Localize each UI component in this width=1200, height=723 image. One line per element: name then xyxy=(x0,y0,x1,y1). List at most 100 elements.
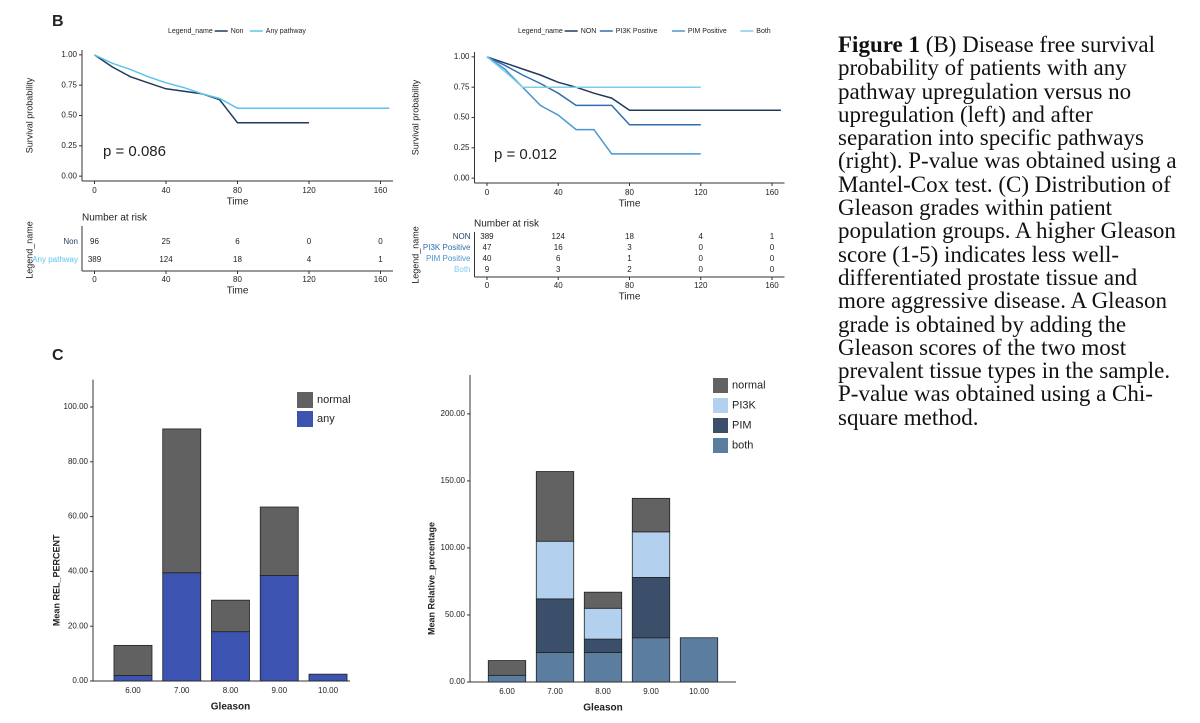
p-value: p = 0.086 xyxy=(103,143,166,160)
bar-segment xyxy=(259,506,299,576)
y-axis-label: Mean Relative_percentage xyxy=(426,522,436,635)
legend-swatch xyxy=(713,398,728,413)
legend-label: PIM xyxy=(732,419,752,431)
x-tick-label: 40 xyxy=(162,275,171,284)
x-tick-label: 160 xyxy=(765,281,779,290)
x-tick-label: 40 xyxy=(554,281,563,290)
x-tick-label: 120 xyxy=(302,186,316,195)
bar-segment xyxy=(259,575,299,682)
risk-value: 0 xyxy=(770,265,775,274)
bar-segment xyxy=(583,591,623,609)
y-axis-label: Mean REL_PERCENT xyxy=(51,534,61,626)
survival-curve xyxy=(94,54,309,124)
risk-row-label: Non xyxy=(63,237,78,246)
bar-segment xyxy=(162,572,202,682)
x-tick-label: 10.00 xyxy=(689,687,710,696)
x-axis-label: Time xyxy=(227,286,249,297)
legend-label: any xyxy=(317,413,335,425)
bar-segment xyxy=(535,540,575,600)
y-tick-label: 40.00 xyxy=(68,567,89,576)
panel-label: B xyxy=(52,13,64,30)
y-tick-label: 0.00 xyxy=(454,173,470,182)
legend-label: PI3K Positive xyxy=(616,28,658,35)
risk-row-label: PI3K Positive xyxy=(423,243,471,252)
y-axis-label: Legend_name xyxy=(24,221,34,279)
legend-label: PIM Positive xyxy=(688,28,727,35)
survival-curve xyxy=(94,54,390,109)
legend-label: NON xyxy=(581,28,597,35)
x-tick-label: 80 xyxy=(625,188,634,197)
x-tick-label: 120 xyxy=(694,188,708,197)
bar-segment xyxy=(631,497,671,533)
risk-value: 18 xyxy=(625,232,634,241)
y-tick-label: 0.75 xyxy=(454,82,470,91)
legend-swatch xyxy=(713,378,728,393)
x-tick-label: 6.00 xyxy=(499,687,515,696)
risk-table-title: Number at risk xyxy=(474,219,540,230)
legend-swatch xyxy=(297,411,313,427)
bar-segment xyxy=(308,673,348,682)
risk-value: 0 xyxy=(699,265,704,274)
risk-value: 1 xyxy=(627,254,632,263)
risk-value: 3 xyxy=(556,265,561,274)
x-tick-label: 40 xyxy=(554,188,563,197)
risk-value: 124 xyxy=(159,255,173,264)
bar-segment xyxy=(679,637,719,683)
risk-value: 0 xyxy=(699,254,704,263)
risk-value: 0 xyxy=(770,243,775,252)
risk-value: 25 xyxy=(162,237,171,246)
y-axis-label: Survival probability xyxy=(24,77,34,153)
y-tick-label: 0.50 xyxy=(61,111,77,120)
risk-table-title: Number at risk xyxy=(82,213,148,224)
bar-segment xyxy=(583,638,623,653)
y-tick-label: 150.00 xyxy=(441,476,466,485)
y-tick-label: 0.00 xyxy=(449,677,465,686)
y-tick-label: 20.00 xyxy=(68,621,89,630)
y-tick-label: 0.50 xyxy=(454,113,470,122)
risk-value: 1 xyxy=(378,255,383,264)
bar-segment xyxy=(487,674,527,683)
caption-text: (B) Disease free survival probability of… xyxy=(838,32,1177,430)
legend-swatch xyxy=(297,392,313,408)
bar-segment xyxy=(162,428,202,574)
legend-title: Legend_name xyxy=(518,28,563,35)
caption-label: Figure 1 xyxy=(838,32,920,57)
x-tick-label: 80 xyxy=(233,275,242,284)
risk-value: 0 xyxy=(770,254,775,263)
bar-segment xyxy=(535,652,575,683)
y-tick-label: 0.25 xyxy=(61,141,77,150)
bar-segment xyxy=(113,644,153,676)
x-axis-label: Time xyxy=(227,197,249,208)
y-tick-label: 1.00 xyxy=(61,50,77,59)
legend-label: Both xyxy=(756,28,771,35)
x-tick-label: 7.00 xyxy=(547,687,563,696)
panel-label: C xyxy=(52,347,64,364)
x-tick-label: 0 xyxy=(485,281,490,290)
y-tick-label: 100.00 xyxy=(64,402,89,411)
risk-row-label: PIM Positive xyxy=(426,254,471,263)
caption: Figure 1 (B) Disease free survival proba… xyxy=(838,33,1190,429)
x-tick-label: 10.00 xyxy=(318,686,339,695)
y-tick-label: 60.00 xyxy=(68,512,89,521)
bar-segment xyxy=(113,675,153,682)
risk-value: 0 xyxy=(699,243,704,252)
x-axis-label: Time xyxy=(619,199,641,210)
x-tick-label: 7.00 xyxy=(174,686,190,695)
x-tick-label: 9.00 xyxy=(643,687,659,696)
legend-label: normal xyxy=(732,379,766,391)
risk-value: 0 xyxy=(307,237,312,246)
y-tick-label: 0.00 xyxy=(72,676,88,685)
x-tick-label: 0 xyxy=(92,186,97,195)
legend-swatch xyxy=(713,438,728,453)
bar-segment xyxy=(583,607,623,640)
y-tick-label: 1.00 xyxy=(454,52,470,61)
bar-segment xyxy=(535,471,575,542)
risk-value: 0 xyxy=(378,237,383,246)
risk-value: 18 xyxy=(233,255,242,264)
x-tick-label: 80 xyxy=(625,281,634,290)
survival-curve xyxy=(486,56,781,111)
legend-label: Any pathway xyxy=(266,28,307,35)
x-tick-label: 120 xyxy=(302,275,316,284)
x-tick-label: 0 xyxy=(485,188,490,197)
